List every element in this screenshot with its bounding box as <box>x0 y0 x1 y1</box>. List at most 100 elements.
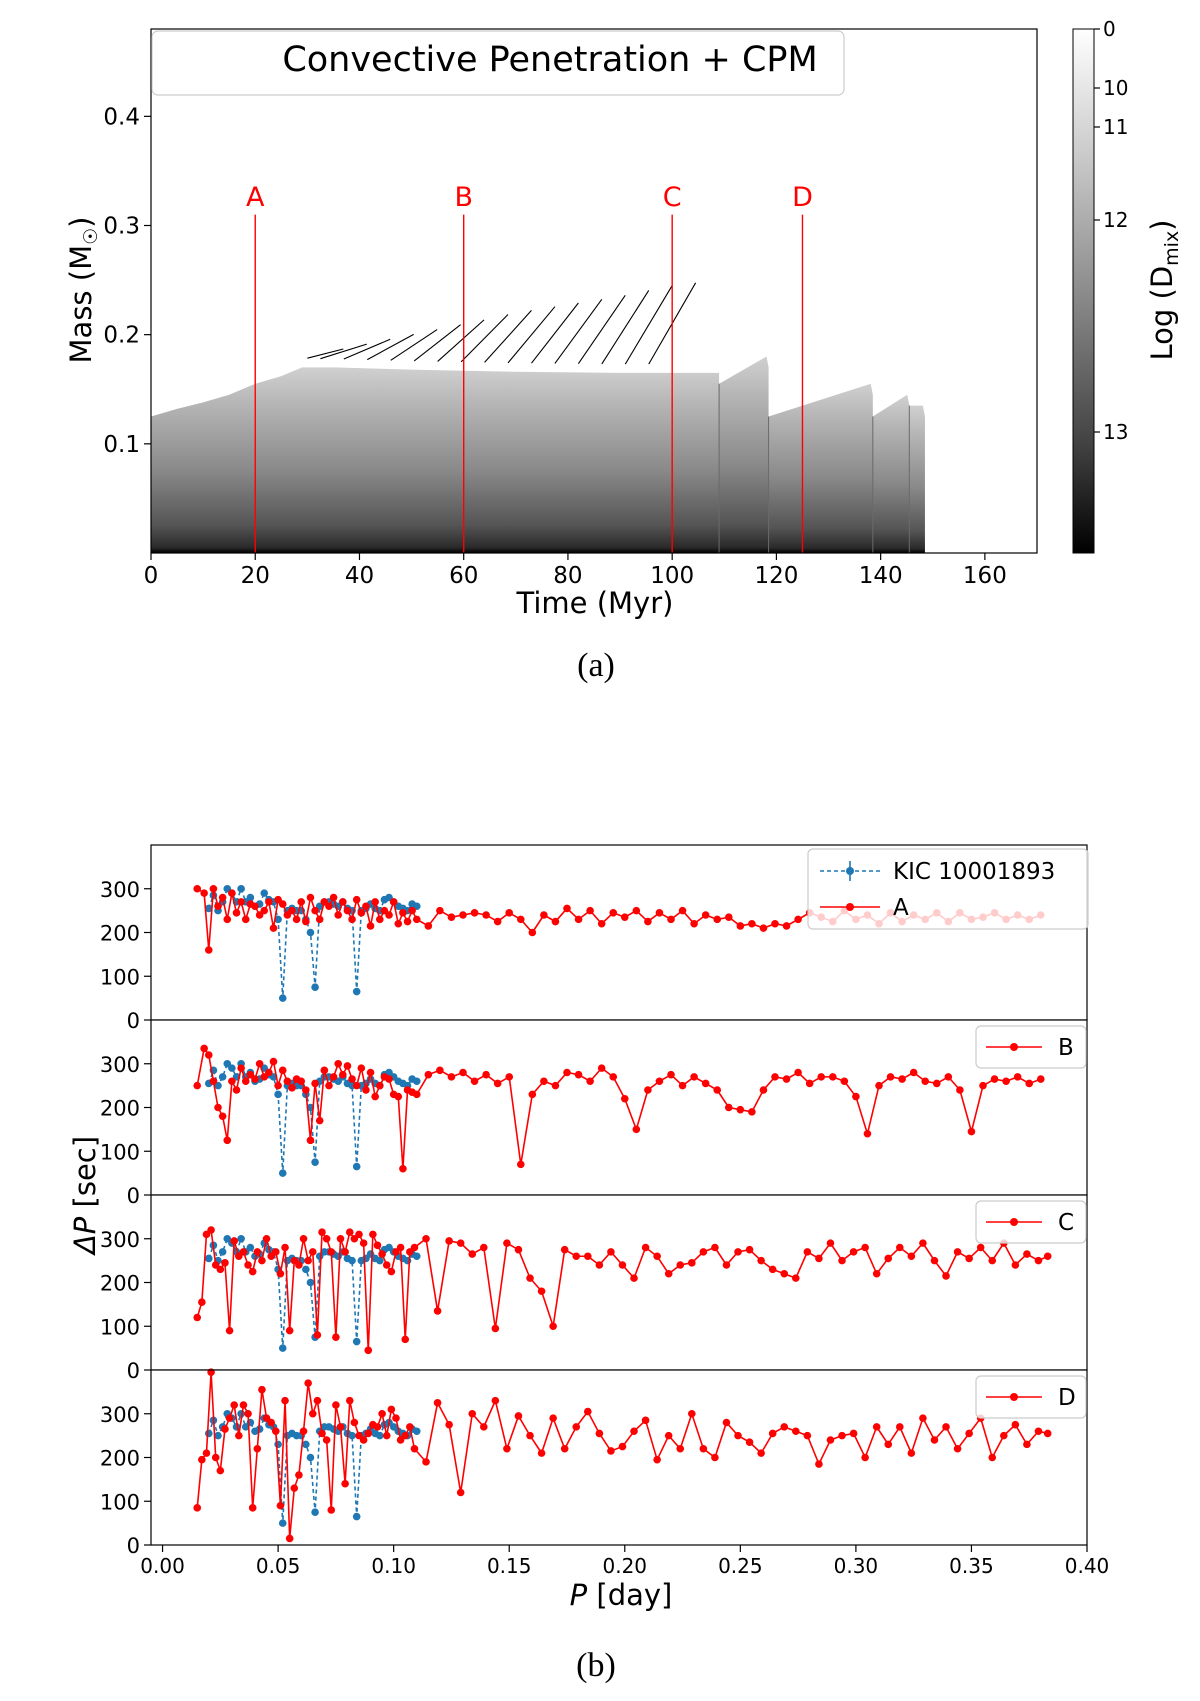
subplot-B: 0 100 200 300 B <box>100 1019 1088 1208</box>
a-xtick-label: 40 <box>345 563 374 589</box>
observed-point <box>218 1073 227 1081</box>
model-point-D <box>382 1431 391 1440</box>
colorbar-tick-label: 11 <box>1103 115 1128 139</box>
model-point-C <box>313 1331 322 1339</box>
model-point-D <box>456 1488 465 1497</box>
model-point-C <box>253 1248 262 1256</box>
model-point-C <box>711 1243 719 1252</box>
model-point-C <box>401 1335 410 1344</box>
model-point-D <box>664 1431 673 1440</box>
model-point-D <box>734 1431 742 1440</box>
model-point-C <box>1011 1261 1020 1269</box>
model-point-A <box>399 909 407 917</box>
model-point-C <box>410 1243 419 1252</box>
observed-point <box>218 1248 227 1256</box>
panel-b-period-spacing: 0 100 200 300 KIC 10001893 A 0 100 200 300 B 0 100 20… <box>68 844 1110 1612</box>
model-point-C <box>433 1307 442 1315</box>
colorbar-tick-label: 0 <box>1103 17 1116 41</box>
model-point-D <box>198 1455 206 1464</box>
model-point-C <box>607 1248 615 1256</box>
model-point-D <box>745 1438 754 1446</box>
model-point-A <box>241 915 250 924</box>
b-xtick-label: 0.40 <box>1065 1554 1110 1578</box>
model-point-B <box>306 1136 315 1145</box>
observed-point <box>412 1427 421 1436</box>
model-point-A <box>325 902 333 911</box>
model-point-B <box>315 1116 324 1125</box>
model-point-B <box>828 1073 837 1081</box>
model-point-D <box>345 1396 354 1405</box>
model-point-D <box>688 1409 696 1418</box>
observed-point <box>376 1431 384 1440</box>
model-point-A <box>376 915 384 924</box>
legend-marker-C <box>1010 1218 1018 1226</box>
model-point-B <box>771 1073 779 1081</box>
model-point-B <box>932 1079 941 1088</box>
observed-point <box>412 1252 421 1261</box>
model-point-B <box>644 1086 652 1094</box>
model-point-C <box>503 1239 511 1247</box>
model-point-B <box>921 1077 930 1086</box>
model-point-D <box>907 1449 916 1457</box>
model-point-D <box>676 1444 685 1453</box>
b-ytick-label: 0 <box>127 1534 140 1558</box>
model-point-A <box>644 917 652 926</box>
subplot-D: 0 100 200 300 D <box>100 1368 1088 1558</box>
observed-point <box>306 1453 315 1462</box>
model-point-C <box>341 1248 349 1256</box>
model-point-D <box>584 1407 592 1416</box>
model-point-D <box>953 1444 962 1453</box>
model-point-A <box>690 919 698 928</box>
b-ytick-label: 100 <box>100 1490 140 1514</box>
model-point-B <box>586 1077 594 1086</box>
penetration-hatch-line <box>531 302 579 364</box>
marker-label-D: D <box>792 182 813 213</box>
model-point-C <box>491 1324 500 1333</box>
model-point-C <box>664 1269 673 1278</box>
colorbar-label-close: ) <box>1145 219 1179 230</box>
model-point-D <box>838 1431 846 1440</box>
model-point-D <box>803 1431 812 1440</box>
model-point-C <box>276 1269 285 1278</box>
model-point-C <box>304 1256 312 1265</box>
model-point-B <box>898 1075 906 1083</box>
model-point-A <box>265 898 273 906</box>
model-point-D <box>757 1449 765 1457</box>
model-point-D <box>290 1484 299 1492</box>
model-point-C <box>244 1261 252 1269</box>
model-point-A <box>204 946 213 954</box>
model-point-B <box>967 1127 976 1136</box>
model-point-B <box>875 1081 883 1090</box>
model-point-B <box>288 1084 296 1092</box>
model-point-D <box>406 1423 414 1431</box>
model-point-A <box>232 909 241 917</box>
model-point-C <box>514 1245 523 1254</box>
model-point-A <box>334 911 343 919</box>
model-point-B <box>334 1059 343 1068</box>
observed-point <box>274 1090 282 1099</box>
penetration-hatch-line <box>343 338 391 360</box>
model-point-D <box>826 1436 835 1444</box>
observed-point <box>278 1519 287 1527</box>
model-point-D <box>445 1420 453 1429</box>
model-point-C <box>445 1237 453 1245</box>
b-ytick-label: 0 <box>127 1009 140 1033</box>
model-point-B <box>1025 1079 1034 1088</box>
model-point-B <box>944 1073 953 1081</box>
caption-b: (b) <box>576 1647 616 1684</box>
model-point-A <box>424 922 433 930</box>
model-point-A <box>620 913 629 921</box>
model-point-D <box>630 1427 638 1436</box>
b-xtick-label: 0.20 <box>603 1554 648 1578</box>
model-point-B <box>805 1079 814 1088</box>
model-point-B <box>412 1090 421 1099</box>
observed-point <box>214 1431 222 1440</box>
penetration-hatch-line <box>624 285 673 365</box>
observed-point <box>237 1234 245 1243</box>
model-point-B <box>320 1066 329 1075</box>
model-point-C <box>965 1254 973 1263</box>
model-point-A <box>412 915 421 924</box>
b-ytick-label: 200 <box>100 1097 140 1121</box>
model-point-A <box>218 893 227 902</box>
b-xtick-label: 0.35 <box>949 1554 994 1578</box>
